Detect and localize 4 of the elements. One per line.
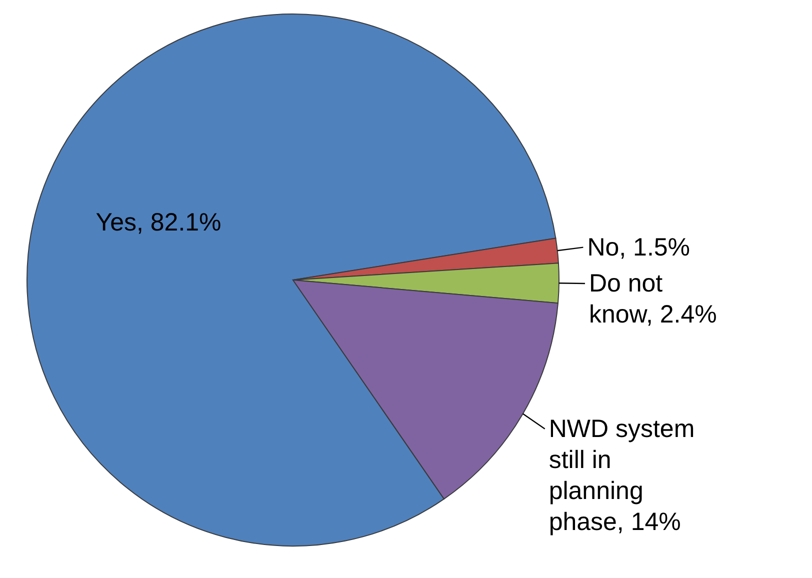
slice-label: NWD system still in planning phase, 14% xyxy=(548,414,695,536)
slice-label: Yes, 82.1% xyxy=(96,208,222,236)
slice-label: Do not know, 2.4% xyxy=(588,270,717,329)
slice-label: No, 1.5% xyxy=(587,233,690,262)
